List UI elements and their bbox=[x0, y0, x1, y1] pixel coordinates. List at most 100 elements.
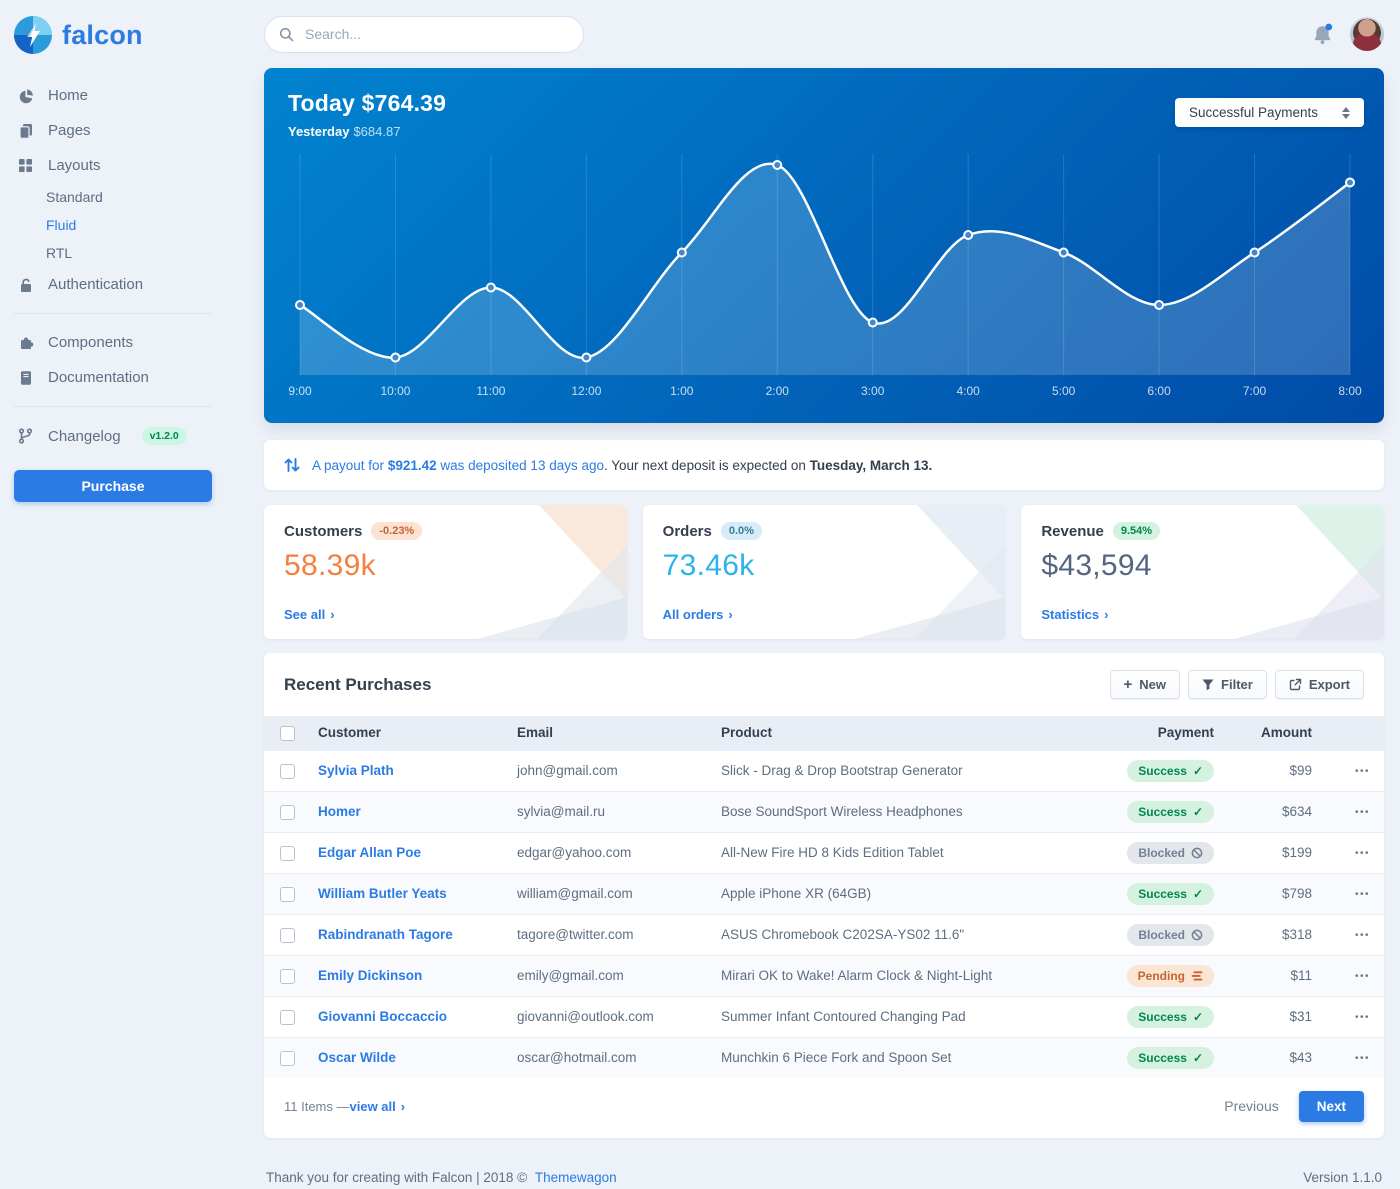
product-cell: Munchkin 6 Piece Fork and Spoon Set bbox=[713, 1036, 1062, 1078]
page-footer: Thank you for creating with Falcon | 201… bbox=[264, 1168, 1384, 1185]
badge-label: Success bbox=[1138, 763, 1187, 778]
customer-link[interactable]: Giovanni Boccaccio bbox=[318, 1009, 448, 1025]
stat-badge: 0.0% bbox=[720, 522, 762, 540]
customer-link[interactable]: William Butler Yeats bbox=[318, 886, 447, 902]
stats-row: Customers -0.23% 58.39k See all Orders 0… bbox=[264, 505, 1385, 639]
column-header-email[interactable]: Email bbox=[509, 716, 713, 751]
sidebar-item-home[interactable]: Home bbox=[14, 78, 212, 113]
themewagon-link[interactable]: Themewagon bbox=[534, 1169, 617, 1185]
customer-link[interactable]: Oscar Wilde bbox=[318, 1050, 396, 1066]
table-row[interactable]: Giovanni Boccaccio giovanni@outlook.com … bbox=[264, 995, 1384, 1038]
select-all-checkbox[interactable] bbox=[279, 725, 295, 741]
payments-filter-select[interactable]: Successful Payments bbox=[1174, 98, 1364, 127]
purchases-tbody: Sylvia Plath john@gmail.com Slick - Drag… bbox=[264, 749, 1384, 1078]
select-value: Successful Payments bbox=[1188, 105, 1318, 120]
table-row[interactable]: Rabindranath Tagore tagore@twitter.com A… bbox=[264, 913, 1384, 956]
customers-card: Customers -0.23% 58.39k See all bbox=[264, 505, 627, 639]
sidebar-item-label: Layouts bbox=[48, 157, 101, 174]
previous-button[interactable]: Previous bbox=[1218, 1097, 1284, 1115]
row-actions-button[interactable] bbox=[1349, 969, 1376, 984]
row-actions-button[interactable] bbox=[1349, 887, 1376, 902]
amount-cell: $199 bbox=[1222, 831, 1320, 874]
column-header-payment[interactable]: Payment bbox=[1062, 716, 1222, 751]
badge-label: Success bbox=[1138, 886, 1187, 901]
filter-button[interactable]: Filter bbox=[1188, 670, 1267, 699]
customer-link[interactable]: Homer bbox=[318, 804, 361, 820]
svg-text:6:00: 6:00 bbox=[1147, 384, 1171, 398]
customer-link[interactable]: Rabindranath Tagore bbox=[318, 927, 453, 943]
table-row[interactable]: Oscar Wilde oscar@hotmail.com Munchkin 6… bbox=[264, 1036, 1384, 1078]
product-cell: Bose SoundSport Wireless Headphones bbox=[713, 790, 1062, 833]
sidebar-item-documentation[interactable]: Documentation bbox=[14, 360, 212, 395]
email-cell: giovanni@outlook.com bbox=[509, 995, 713, 1038]
row-actions-button[interactable] bbox=[1349, 1051, 1376, 1066]
row-checkbox[interactable] bbox=[279, 927, 295, 943]
customer-link[interactable]: Sylvia Plath bbox=[318, 763, 394, 779]
customer-link[interactable]: Edgar Allan Poe bbox=[318, 845, 422, 861]
row-actions-button[interactable] bbox=[1349, 805, 1376, 820]
view-all-link[interactable]: view all bbox=[350, 1099, 406, 1114]
grid-icon bbox=[16, 158, 35, 173]
svg-text:11:00: 11:00 bbox=[476, 384, 505, 398]
svg-text:3:00: 3:00 bbox=[861, 384, 885, 398]
sidebar-subitem-fluid[interactable]: Fluid bbox=[46, 217, 77, 233]
statistics-link[interactable]: Statistics bbox=[1041, 607, 1108, 622]
row-actions-button[interactable] bbox=[1349, 928, 1376, 943]
row-checkbox[interactable] bbox=[279, 968, 295, 984]
email-cell: emily@gmail.com bbox=[509, 954, 713, 997]
sidebar-subitem-rtl[interactable]: RTL bbox=[46, 245, 73, 261]
export-button[interactable]: Export bbox=[1274, 670, 1364, 699]
row-checkbox[interactable] bbox=[279, 804, 295, 820]
brand-name: falcon bbox=[62, 19, 143, 50]
avatar[interactable] bbox=[1350, 17, 1384, 51]
row-actions-button[interactable] bbox=[1349, 1010, 1376, 1025]
sidebar-subitem-standard[interactable]: Standard bbox=[46, 189, 103, 205]
brand-logo[interactable]: falcon bbox=[14, 12, 212, 78]
table-row[interactable]: William Butler Yeats william@gmail.com A… bbox=[264, 872, 1384, 915]
svg-text:8:00: 8:00 bbox=[1338, 384, 1362, 398]
amount-cell: $99 bbox=[1222, 749, 1320, 792]
sidebar-item-layouts[interactable]: Layouts bbox=[14, 148, 212, 183]
next-button[interactable]: Next bbox=[1298, 1090, 1364, 1122]
row-checkbox[interactable] bbox=[279, 1050, 295, 1066]
amount-cell: $43 bbox=[1222, 1036, 1320, 1078]
bell-icon bbox=[1314, 23, 1333, 44]
ban-icon bbox=[1191, 847, 1203, 859]
table-row[interactable]: Emily Dickinson emily@gmail.com Mirari O… bbox=[264, 954, 1384, 997]
sidebar-item-changelog[interactable]: Changelog v1.2.0 bbox=[14, 418, 212, 454]
purchases-table: Customer Email Product Payment Amount Sy… bbox=[264, 716, 1384, 1078]
new-button[interactable]: New bbox=[1109, 670, 1181, 699]
column-header-amount[interactable]: Amount bbox=[1222, 716, 1320, 751]
purchase-button[interactable]: Purchase bbox=[14, 470, 212, 502]
svg-text:10:00: 10:00 bbox=[380, 384, 410, 398]
payout-link[interactable]: A payout for $921.42 was deposited 13 da… bbox=[312, 457, 604, 473]
row-checkbox[interactable] bbox=[279, 886, 295, 902]
sidebar-item-components[interactable]: Components bbox=[14, 325, 212, 360]
row-actions-button[interactable] bbox=[1349, 764, 1376, 779]
stat-value: 58.39k bbox=[284, 549, 376, 582]
stat-title: Revenue bbox=[1041, 522, 1104, 540]
all-orders-link[interactable]: All orders bbox=[663, 607, 733, 622]
column-header-customer[interactable]: Customer bbox=[310, 716, 509, 751]
row-checkbox[interactable] bbox=[279, 1009, 295, 1025]
table-row[interactable]: Homer sylvia@mail.ru Bose SoundSport Wir… bbox=[264, 790, 1384, 833]
sidebar-item-authentication[interactable]: Authentication bbox=[14, 267, 212, 302]
notifications-button[interactable] bbox=[1311, 23, 1334, 46]
row-checkbox[interactable] bbox=[279, 763, 295, 779]
payment-badge: Success bbox=[1127, 800, 1214, 823]
customer-link[interactable]: Emily Dickinson bbox=[318, 968, 423, 984]
sidebar-item-pages[interactable]: Pages bbox=[14, 113, 212, 148]
see-all-link[interactable]: See all bbox=[284, 607, 335, 622]
search-box bbox=[264, 15, 584, 53]
column-header-product[interactable]: Product bbox=[713, 716, 1062, 751]
svg-text:5:00: 5:00 bbox=[1052, 384, 1076, 398]
transfer-arrows-icon bbox=[284, 456, 300, 474]
check-icon bbox=[1193, 805, 1203, 819]
search-input[interactable] bbox=[303, 25, 569, 43]
table-row[interactable]: Sylvia Plath john@gmail.com Slick - Drag… bbox=[264, 749, 1384, 792]
table-row[interactable]: Edgar Allan Poe edgar@yahoo.com All-New … bbox=[264, 831, 1384, 874]
amount-cell: $798 bbox=[1222, 872, 1320, 915]
row-checkbox[interactable] bbox=[279, 845, 295, 861]
row-actions-button[interactable] bbox=[1349, 846, 1376, 861]
main-content: 9:00 10:00 11:00 12:00 1:00 2:00 3:00 4:00 5:00 6… bbox=[264, 0, 1385, 1185]
